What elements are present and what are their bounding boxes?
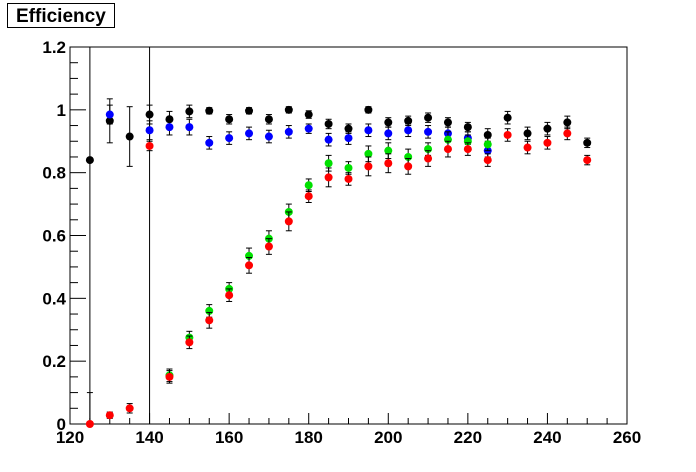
y-tick-label: 1.2 — [42, 38, 66, 57]
data-point — [583, 138, 592, 147]
data-point — [443, 118, 452, 127]
data-point — [85, 420, 94, 428]
data-point — [543, 138, 552, 147]
data-point — [225, 115, 234, 124]
data-point — [324, 173, 333, 182]
x-tick-label: 240 — [533, 428, 561, 447]
data-point — [304, 124, 313, 133]
x-tick-label: 220 — [454, 428, 482, 447]
data-point — [583, 156, 592, 165]
data-point — [463, 123, 472, 132]
y-tick-label: 0.6 — [42, 227, 66, 246]
data-point — [364, 105, 373, 114]
data-point — [185, 338, 194, 347]
data-point — [245, 106, 254, 115]
y-tick-label: 0 — [57, 415, 66, 434]
data-point — [145, 141, 154, 150]
data-point — [185, 123, 194, 132]
x-tick-label: 180 — [295, 428, 323, 447]
data-point — [384, 159, 393, 168]
data-point — [324, 159, 333, 168]
plot-border — [69, 46, 628, 425]
data-point — [205, 106, 214, 115]
x-tick-label: 140 — [135, 428, 163, 447]
data-point — [324, 135, 333, 144]
data-point — [245, 129, 254, 138]
data-point — [384, 146, 393, 155]
tick-labels: 120 140 160 180 200 220 240 260 0 0.2 0.4 0.6 0.8 1 1.… — [42, 38, 641, 447]
x-tick-label: 120 — [56, 428, 84, 447]
data-point — [205, 316, 214, 325]
data-point — [424, 127, 433, 136]
data-point — [264, 242, 273, 251]
data-point — [324, 119, 333, 128]
data-point — [364, 126, 373, 135]
data-point — [85, 156, 94, 165]
data-point — [404, 126, 413, 135]
data-point — [145, 110, 154, 119]
data-point — [264, 115, 273, 124]
data-point — [205, 138, 214, 147]
data-point — [264, 132, 273, 141]
data-point — [364, 162, 373, 171]
data-point — [344, 134, 353, 143]
data-point — [483, 156, 492, 165]
data-point — [344, 124, 353, 133]
data-point — [563, 118, 572, 127]
data-point — [404, 162, 413, 171]
y-tick-label: 0.4 — [42, 289, 66, 308]
data-point — [145, 126, 154, 135]
data-point — [165, 123, 174, 132]
axis-ticks — [69, 46, 628, 425]
data-point — [483, 140, 492, 149]
y-tick-label: 0.2 — [42, 352, 66, 371]
data-point — [304, 181, 313, 190]
data-point — [503, 113, 512, 122]
data-point — [245, 261, 254, 270]
data-point — [125, 132, 134, 141]
data-point — [424, 154, 433, 163]
series-3 — [85, 126, 592, 428]
data-point — [185, 107, 194, 116]
data-point — [424, 113, 433, 122]
series-1 — [105, 104, 492, 158]
x-tick-label: 200 — [374, 428, 402, 447]
data-point — [284, 217, 293, 226]
data-point — [404, 116, 413, 125]
data-point — [483, 130, 492, 139]
plot-frame — [69, 46, 628, 425]
data-point — [463, 145, 472, 154]
data-point — [225, 291, 234, 300]
data-point — [523, 129, 532, 138]
y-tick-label: 1 — [57, 101, 66, 120]
data-point — [384, 129, 393, 138]
data-point — [304, 110, 313, 119]
data-point — [304, 192, 313, 201]
data-point — [503, 130, 512, 139]
data-point — [384, 118, 393, 127]
data-point — [284, 127, 293, 136]
data-point — [105, 110, 114, 119]
data-point — [523, 143, 532, 152]
reference-lines — [89, 47, 151, 424]
x-tick-label: 160 — [215, 428, 243, 447]
data-point — [563, 129, 572, 138]
data-point — [344, 163, 353, 172]
data-point — [125, 404, 134, 413]
data-point — [284, 105, 293, 114]
data-point — [105, 411, 114, 420]
x-tick-label: 260 — [613, 428, 641, 447]
data-point — [225, 134, 234, 143]
data-series — [85, 98, 592, 428]
data-point — [364, 149, 373, 158]
data-point — [543, 124, 552, 133]
series-0 — [85, 98, 592, 167]
data-point — [165, 372, 174, 381]
chart-title: Efficiency — [7, 3, 115, 28]
data-point — [443, 145, 452, 154]
data-point — [344, 174, 353, 183]
y-tick-label: 0.8 — [42, 164, 66, 183]
